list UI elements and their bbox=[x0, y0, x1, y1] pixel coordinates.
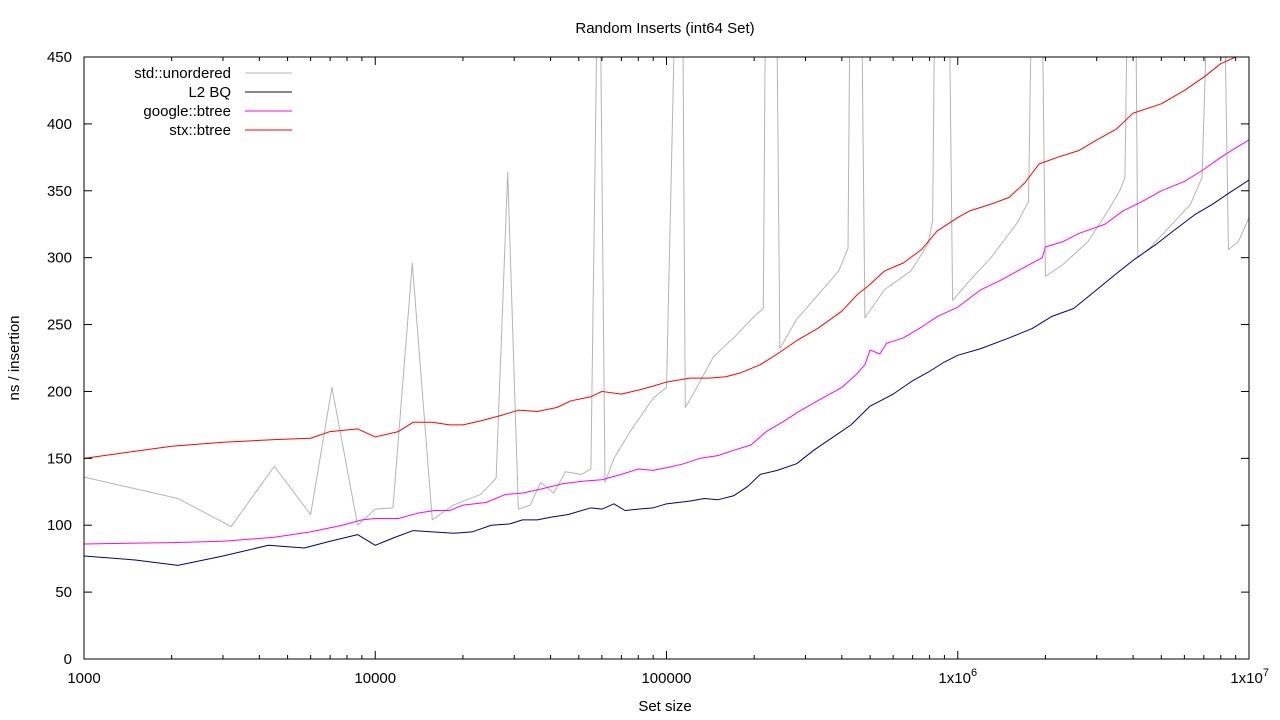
y-tick-label: 250 bbox=[47, 317, 72, 334]
legend-label: std::unordered bbox=[134, 65, 231, 82]
x-tick-exponent: 6 bbox=[971, 667, 977, 679]
legend-label: L2 BQ bbox=[188, 84, 231, 101]
x-tick-label: 1x107 bbox=[1230, 667, 1269, 687]
y-axis-label: ns / insertion bbox=[6, 315, 23, 400]
x-tick-label: 10000 bbox=[354, 670, 396, 687]
series-line-0 bbox=[84, 57, 1249, 528]
y-tick-label: 300 bbox=[47, 250, 72, 267]
y-axis: 0 50 100 150 200 250 300 350 400 450 bbox=[47, 49, 1249, 668]
y-tick-label: 50 bbox=[55, 584, 72, 601]
y-tick-label: 0 bbox=[64, 651, 72, 668]
y-tick-label: 450 bbox=[47, 49, 72, 66]
x-tick-exponent: 7 bbox=[1263, 667, 1269, 679]
y-tick-label: 200 bbox=[47, 383, 72, 400]
series-line-1 bbox=[84, 179, 1249, 566]
y-tick-label: 150 bbox=[47, 450, 72, 467]
x-tick-label: 100000 bbox=[641, 670, 691, 687]
x-tick-label: 1000 bbox=[67, 670, 100, 687]
x-axis-label: Set size bbox=[638, 698, 691, 715]
y-tick-label: 100 bbox=[47, 517, 72, 534]
y-tick-label: 400 bbox=[47, 116, 72, 133]
series-line-2 bbox=[84, 139, 1249, 545]
legend-label: stx::btree bbox=[169, 122, 231, 139]
x-axis: 1000 10000 100000 1x106 1x107 bbox=[67, 57, 1269, 687]
series-layer bbox=[84, 57, 1249, 566]
series-line-3 bbox=[84, 57, 1238, 459]
chart-title: Random Inserts (int64 Set) bbox=[575, 20, 754, 37]
y-tick-label: 350 bbox=[47, 183, 72, 200]
x-tick-label: 1x106 bbox=[938, 667, 977, 687]
legend-label: google::btree bbox=[143, 103, 231, 120]
